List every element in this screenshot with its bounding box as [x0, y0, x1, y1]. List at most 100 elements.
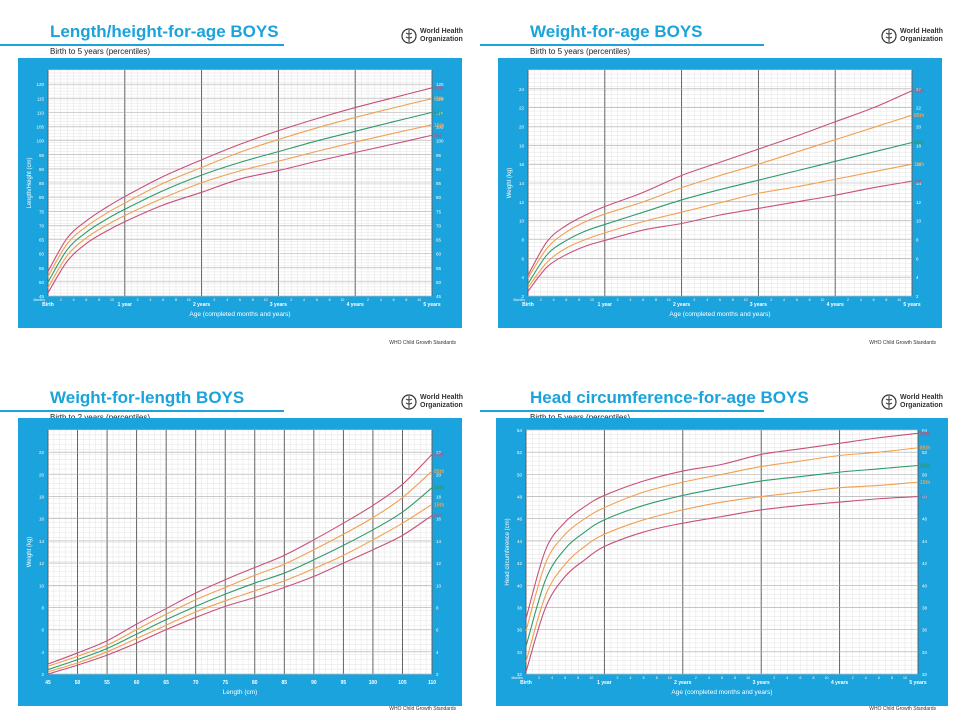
- chart-panel-weight-for-age: Weight-for-age BOYS Birth to 5 years (pe…: [480, 0, 952, 352]
- y-tick-label-right: 115: [436, 96, 444, 101]
- x-tick-label: 1 year: [598, 302, 613, 308]
- y-tick-label-right: 40: [922, 583, 928, 588]
- x-tick-label: 75: [222, 680, 228, 686]
- y-tick-label: 110: [37, 110, 45, 115]
- x-minor-tick-label: 6: [564, 676, 566, 680]
- x-minor-tick-label: 8: [577, 676, 579, 680]
- x-minor-tick-label: 2: [137, 298, 139, 302]
- series-line-3rd: [527, 180, 913, 292]
- x-minor-tick-label: 4: [73, 298, 75, 302]
- y-tick-label: 95: [39, 153, 45, 158]
- y-tick-label-right: 55: [436, 266, 442, 271]
- x-minor-tick-label: 4: [865, 676, 867, 680]
- x-tick-label: 4 years: [827, 302, 844, 308]
- grid: [525, 429, 919, 675]
- x-minor-tick-label: 10: [264, 298, 268, 302]
- x-tick-label: 4 years: [347, 302, 364, 308]
- y-tick-label-right: 120: [436, 82, 444, 87]
- x-minor-tick-label: 6: [643, 676, 645, 680]
- who-emblem-icon: [881, 28, 897, 44]
- y-tick-label: 70: [39, 223, 45, 228]
- y-tick-label-right: 85: [436, 181, 442, 186]
- x-start-label: Months: [512, 676, 524, 680]
- who-text-line1: World Health: [420, 394, 464, 401]
- y-tick-label-right: 16: [436, 517, 442, 522]
- y-tick-label-right: 8: [436, 605, 439, 610]
- y-tick-label-right: 22: [916, 106, 922, 111]
- x-minor-tick-label: 6: [799, 676, 801, 680]
- x-minor-tick-label: 4: [553, 298, 555, 302]
- x-tick-label: 45: [45, 680, 51, 686]
- y-tick-label-right: 4: [916, 275, 919, 280]
- x-minor-tick-label: 10: [110, 298, 114, 302]
- series-label: 3rd: [920, 495, 928, 501]
- x-minor-tick-label: 2: [60, 298, 62, 302]
- x-tick-label: 80: [252, 680, 258, 686]
- series-label: 85th: [920, 446, 930, 452]
- y-tick-label-right: 10: [916, 219, 922, 224]
- y-tick-label-right: 8: [916, 238, 919, 243]
- who-text-line2: Organization: [900, 402, 943, 409]
- y-tick-label: 100: [36, 139, 44, 144]
- series-line-85th: [47, 97, 433, 277]
- series-label: 3rd: [914, 179, 922, 185]
- y-tick-label-right: 65: [436, 238, 442, 243]
- chart-frame: 45 45 50 50 55 55 60 60 65 65 70 70 75 75 80 80 85 85 90 90…: [18, 58, 462, 328]
- y-tick-label-right: 70: [436, 223, 442, 228]
- grid: [47, 69, 433, 297]
- series-line-15th: [47, 124, 433, 289]
- y-tick-label: 4: [41, 650, 44, 655]
- who-text-line1: World Health: [900, 28, 944, 35]
- y-tick-label-right: 12: [916, 200, 922, 205]
- y-tick-label: 45: [39, 294, 45, 299]
- chart-frame: 2 2 4 4 6 6 8 8 10 10 12 12 14 14 16 16 18 18 20 20 22 22 24 24…: [498, 58, 942, 328]
- chart-panel-weight-for-length: Weight-for-length BOYS Birth to 2 years …: [0, 366, 472, 718]
- y-tick-label-right: 22: [436, 450, 442, 455]
- x-tick-label: 105: [398, 680, 407, 686]
- y-tick-label-right: 45: [436, 294, 442, 299]
- y-tick-label-right: 60: [436, 252, 442, 257]
- x-minor-tick-label: 10: [820, 298, 824, 302]
- series-line-97th: [47, 454, 433, 665]
- x-tick-label: 60: [134, 680, 140, 686]
- series-label: 97th: [914, 89, 924, 95]
- y-tick-label: 75: [39, 209, 45, 214]
- y-tick-label: 22: [39, 450, 45, 455]
- x-tick-label: 110: [428, 680, 436, 686]
- x-tick-label: 70: [193, 680, 199, 686]
- series-line-3rd: [47, 134, 433, 294]
- x-minor-tick-label: 2: [213, 298, 215, 302]
- y-axis-label: Length/Height (cm): [27, 157, 33, 208]
- x-minor-tick-label: 6: [162, 298, 164, 302]
- who-emblem-icon: [881, 394, 897, 410]
- y-tick-label: 32: [517, 672, 523, 677]
- y-tick-label: 2: [41, 672, 44, 677]
- x-minor-tick-label: 6: [719, 298, 721, 302]
- y-tick-label-right: 14: [916, 181, 922, 186]
- chart-subtitle: Birth to 5 years (percentiles): [530, 413, 630, 422]
- x-minor-tick-label: 4: [303, 298, 305, 302]
- y-tick-label: 115: [37, 96, 45, 101]
- who-text-line2: Organization: [420, 36, 463, 43]
- y-tick-label-right: 52: [922, 450, 928, 455]
- y-tick-label: 80: [39, 195, 45, 200]
- x-minor-tick-label: 4: [706, 298, 708, 302]
- series-line-3rd: [47, 514, 433, 675]
- x-minor-tick-label: 2: [695, 676, 697, 680]
- x-tick-label: 50: [75, 680, 81, 686]
- x-minor-tick-label: 10: [825, 676, 829, 680]
- y-tick-label: 42: [517, 561, 523, 566]
- series-line-15th: [525, 481, 919, 662]
- series-label: 3rd: [434, 133, 442, 139]
- series-label: 97th: [434, 86, 444, 92]
- y-tick-label: 4: [521, 275, 524, 280]
- x-minor-tick-label: 10: [340, 298, 344, 302]
- y-tick-label: 44: [517, 539, 523, 544]
- series-line-15th: [527, 163, 913, 288]
- series-label: 50th: [434, 486, 444, 492]
- x-minor-tick-label: 10: [590, 298, 594, 302]
- y-tick-label: 52: [517, 450, 523, 455]
- y-tick-label: 65: [39, 238, 45, 243]
- x-tick-label: 1 year: [118, 302, 133, 308]
- x-minor-tick-label: 2: [852, 676, 854, 680]
